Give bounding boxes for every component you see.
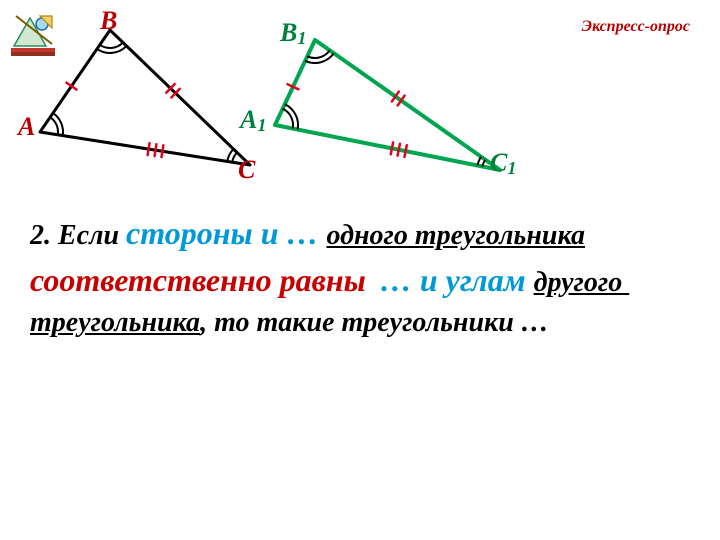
- vertex-label-B1: B1: [280, 18, 306, 48]
- vertex-label-C: C: [238, 155, 255, 185]
- vertex-label-A1: A1: [240, 105, 266, 135]
- text-part-8: , то: [200, 307, 256, 338]
- theorem-text: 2. Если стороны и … одного треугольника …: [30, 210, 690, 344]
- text-part-3: [585, 220, 592, 251]
- text-part-4: соответственно равны: [30, 262, 366, 298]
- text-part-0: 2. Если: [30, 220, 126, 251]
- vertex-label-A: A: [18, 112, 35, 142]
- vertex-label-B: B: [100, 6, 117, 36]
- text-part-1: стороны и …: [126, 215, 326, 251]
- text-part-6: … и углам: [380, 262, 534, 298]
- text-part-2: одного треугольника: [326, 220, 584, 251]
- text-part-5: [366, 267, 380, 298]
- vertex-label-C1: C1: [490, 148, 516, 178]
- diagram-area: A B C A1 B1 C1: [0, 0, 720, 200]
- text-part-9: такие треугольники …: [256, 307, 548, 338]
